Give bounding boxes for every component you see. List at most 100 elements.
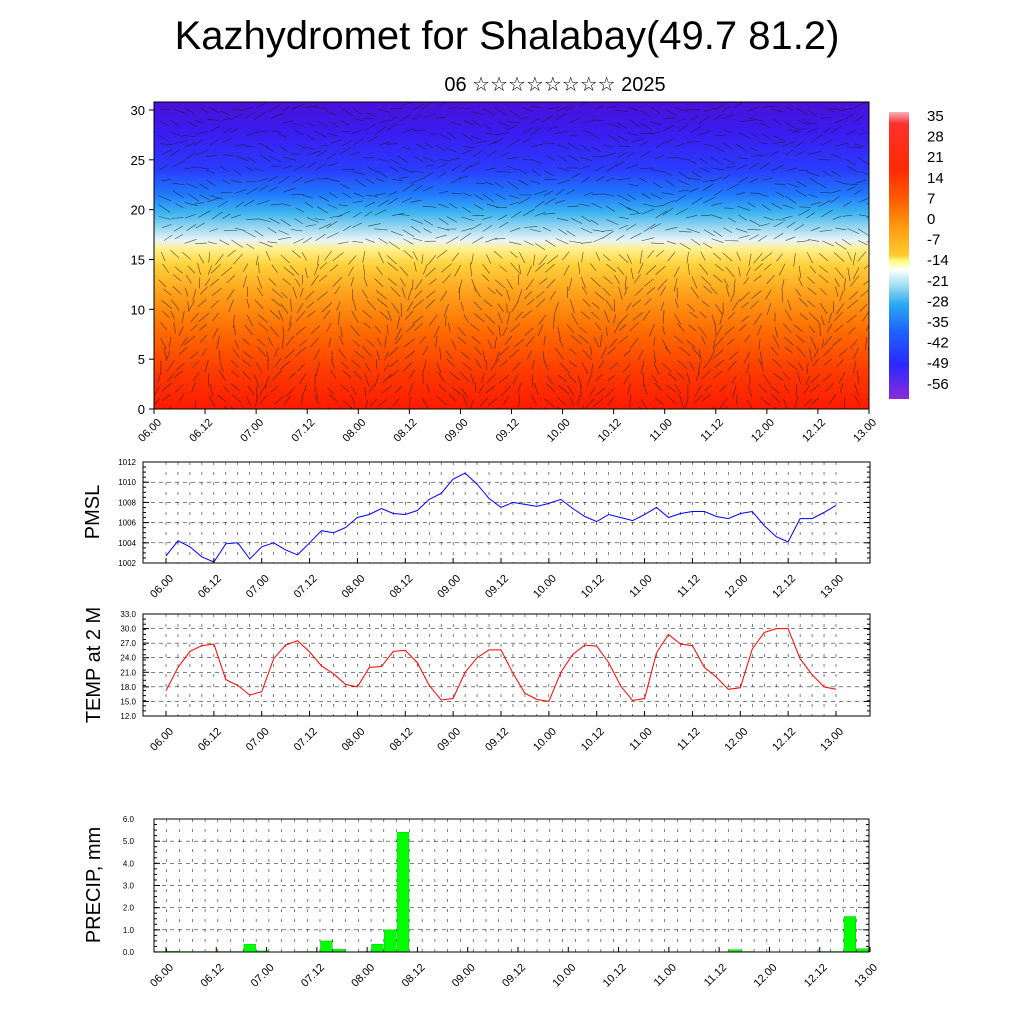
wind-stroke (795, 189, 807, 197)
wind-stroke (365, 124, 376, 131)
wind-stroke (772, 358, 782, 368)
heatmap-x-tick-label: 08.00 (340, 417, 368, 445)
wind-stroke (169, 149, 181, 157)
temperature-x-tick-label: 10.00 (531, 726, 559, 754)
heatmap-y-tick-label: 5 (138, 352, 145, 367)
wind-stroke (774, 183, 786, 185)
wind-stroke (220, 118, 231, 121)
wind-stroke (686, 141, 701, 143)
wind-stroke (498, 346, 510, 356)
wind-stroke (394, 409, 398, 418)
wind-stroke (414, 290, 423, 299)
pmsl-x-tick-label: 13.00 (818, 573, 846, 601)
wind-stroke (690, 238, 701, 246)
wind-stroke (162, 263, 170, 274)
wind-stroke (544, 398, 555, 408)
wind-stroke (331, 351, 333, 361)
wind-stroke (798, 209, 810, 216)
wind-stroke (482, 224, 493, 232)
wind-stroke (494, 279, 506, 289)
wind-stroke (199, 323, 207, 331)
wind-stroke (546, 278, 556, 289)
wind-stroke (653, 407, 657, 409)
wind-stroke (609, 338, 618, 348)
wind-stroke (766, 303, 772, 315)
wind-stroke (509, 139, 520, 147)
wind-stroke (629, 394, 631, 407)
wind-stroke (509, 195, 520, 199)
wind-stroke (512, 362, 521, 372)
wind-stroke (662, 124, 674, 132)
wind-stroke (698, 349, 702, 363)
wind-stroke (859, 303, 868, 312)
wind-stroke (603, 276, 613, 285)
pmsl-x-tick-label: 10.00 (531, 573, 559, 601)
wind-stroke (803, 385, 810, 395)
wind-stroke (400, 167, 414, 174)
wind-stroke (567, 205, 579, 208)
wind-stroke (758, 358, 765, 372)
wind-stroke (530, 106, 541, 108)
wind-stroke (809, 348, 812, 362)
wind-stroke (506, 311, 511, 325)
wind-stroke (738, 235, 750, 239)
wind-stroke (531, 143, 544, 147)
wind-stroke (461, 216, 474, 221)
wind-stroke (689, 311, 698, 319)
wind-stroke (298, 339, 308, 347)
temperature-y-tick-label: 24.0 (120, 654, 136, 663)
wind-stroke (730, 290, 735, 303)
wind-stroke (384, 351, 389, 361)
wind-stroke (665, 346, 672, 355)
wind-stroke (641, 237, 655, 242)
wind-stroke (278, 309, 284, 322)
wind-stroke (285, 387, 296, 397)
wind-stroke (675, 298, 679, 309)
wind-stroke (440, 290, 448, 301)
wind-stroke (639, 140, 649, 147)
wind-stroke (411, 170, 425, 173)
wind-stroke (787, 183, 799, 188)
wind-stroke (589, 387, 596, 397)
wind-stroke (543, 335, 546, 346)
wind-stroke (663, 310, 665, 324)
page-title: Kazhydromet for Shalabay(49.7 81.2) (174, 14, 840, 58)
wind-stroke (281, 335, 285, 349)
wind-stroke (368, 383, 375, 393)
wind-stroke (713, 274, 723, 283)
precipitation-bar (320, 940, 333, 953)
wind-stroke (557, 154, 568, 162)
wind-stroke (472, 236, 484, 244)
wind-stroke (171, 299, 180, 311)
wind-stroke (241, 358, 252, 368)
wind-stroke (674, 410, 675, 422)
temperature-x-tick-label: 11.00 (627, 726, 654, 753)
heatmap-x-tick-label: 06.12 (187, 417, 215, 445)
pmsl-y-tick-label: 1002 (118, 559, 136, 568)
wind-stroke (378, 238, 388, 244)
wind-stroke (244, 111, 256, 119)
wind-stroke (631, 299, 642, 308)
wind-stroke (701, 336, 706, 345)
wind-stroke (666, 394, 676, 404)
wind-stroke (834, 267, 844, 279)
wind-stroke (353, 118, 365, 122)
wind-stroke (518, 197, 531, 205)
wind-stroke (785, 236, 795, 241)
wind-stroke (819, 229, 833, 232)
wind-stroke (253, 111, 266, 120)
wind-stroke (824, 382, 834, 393)
wind-stroke (307, 310, 316, 318)
wind-stroke (399, 266, 409, 277)
wind-stroke (641, 399, 648, 409)
wind-stroke (257, 322, 269, 332)
wind-stroke (703, 285, 713, 294)
wind-stroke (806, 362, 809, 375)
wind-stroke (529, 127, 542, 136)
wind-stroke (259, 143, 269, 148)
wind-stroke (722, 252, 733, 262)
wind-stroke (647, 250, 655, 259)
wind-stroke (175, 203, 184, 209)
wind-stroke (230, 406, 234, 409)
